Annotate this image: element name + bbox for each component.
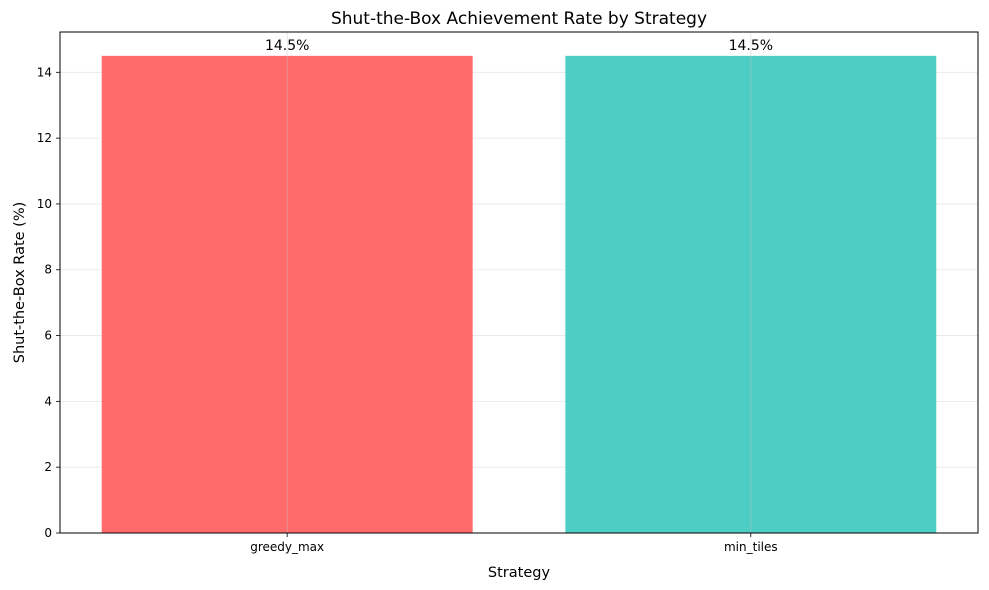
x-tick-label: min_tiles (724, 540, 778, 554)
y-axis-label: Shut-the-Box Rate (%) (12, 202, 28, 364)
y-tick-label: 2 (44, 460, 52, 474)
y-tick-label: 14 (37, 65, 52, 79)
bar-value-labels: 14.5% 14.5% (265, 32, 773, 533)
y-tick-label: 4 (44, 394, 52, 408)
bars (101, 55, 937, 533)
y-tick-label: 6 (44, 329, 52, 343)
x-axis-label: Strategy (488, 565, 551, 581)
y-tick-label: 10 (37, 197, 52, 211)
y-axis-ticks: 0 2 4 6 8 10 12 14 (37, 65, 60, 540)
y-tick-label: 0 (44, 526, 52, 540)
y-tick-label: 8 (44, 263, 52, 277)
chart-title: Shut-the-Box Achievement Rate by Strateg… (331, 9, 707, 29)
bar-value-label: 14.5% (265, 38, 309, 54)
x-tick-label: greedy_max (250, 540, 324, 554)
plot-frame (59, 31, 979, 534)
x-axis-ticks: greedy_max min_tiles (250, 533, 778, 554)
y-tick-label: 12 (37, 131, 52, 145)
bar-value-label: 14.5% (729, 38, 773, 54)
